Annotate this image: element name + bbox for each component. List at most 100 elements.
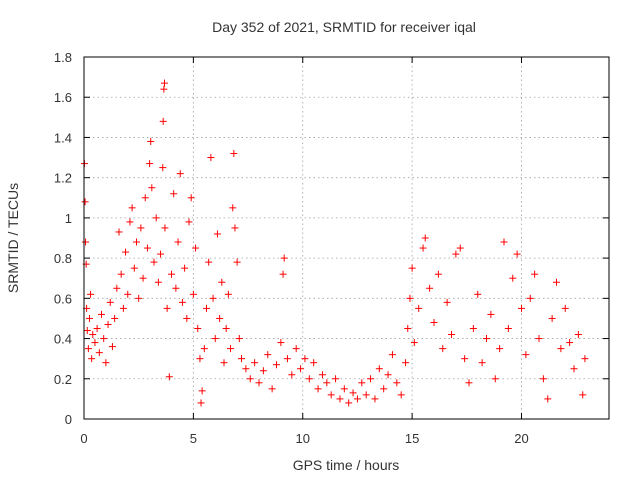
data-point [209, 294, 217, 302]
y-tick-label: 1 [65, 211, 72, 226]
data-point [277, 339, 285, 347]
data-point [124, 290, 132, 298]
x-axis-label: GPS time / hours [293, 457, 400, 473]
data-point [84, 345, 92, 353]
data-point [487, 310, 495, 318]
data-point [483, 335, 490, 343]
data-point [544, 395, 552, 403]
data-point [557, 345, 565, 353]
data-point [518, 304, 525, 312]
y-tick-label: 1.2 [54, 171, 72, 186]
data-point [85, 314, 93, 322]
data-point [288, 371, 296, 379]
y-tick-label: 1.4 [54, 130, 72, 145]
data-point [539, 375, 547, 383]
data-point [349, 389, 357, 397]
data-point [246, 375, 254, 383]
data-point [323, 379, 331, 387]
data-point [340, 385, 348, 393]
data-point [448, 331, 455, 339]
data-point [579, 391, 587, 399]
data-point [513, 250, 521, 258]
data-point [273, 361, 280, 369]
data-point [106, 298, 114, 306]
data-point [100, 335, 108, 343]
y-tick-label: 0.4 [54, 332, 72, 347]
y-tick-label: 0.6 [54, 291, 72, 306]
data-point [150, 258, 158, 266]
data-point [465, 379, 473, 387]
y-tick-label: 0 [65, 412, 72, 427]
data-point [216, 314, 224, 322]
data-point [469, 325, 477, 332]
x-tick-label: 15 [405, 431, 419, 446]
data-point [268, 385, 276, 393]
data-point [187, 194, 195, 202]
data-point [161, 224, 169, 232]
data-point [93, 325, 101, 332]
data-point [203, 304, 210, 312]
data-point [280, 254, 288, 262]
data-point [172, 284, 180, 292]
data-point [301, 355, 309, 363]
data-point [194, 325, 202, 332]
data-point [238, 355, 245, 363]
data-point [452, 250, 460, 258]
data-point [189, 290, 197, 298]
data-point [233, 258, 241, 266]
data-point [146, 160, 154, 168]
y-axis: 0 0.2 0.4 0.6 0.8 1 1.2 1.4 1.6 1.8 [54, 50, 609, 427]
data-point [283, 355, 291, 363]
data-point [509, 274, 517, 282]
data-point [128, 204, 136, 212]
data-point [176, 170, 184, 178]
data-point [305, 375, 313, 383]
data-point [81, 198, 89, 206]
data-point [205, 258, 213, 266]
data-point [419, 244, 427, 252]
data-point [548, 314, 556, 322]
data-point [170, 190, 178, 198]
x-tick-label: 5 [190, 431, 197, 446]
data-point [231, 224, 239, 232]
data-point [230, 150, 238, 158]
data-point [183, 314, 191, 322]
data-point [279, 270, 287, 278]
plot-frame [83, 56, 610, 420]
data-point [178, 298, 186, 306]
data-point [192, 244, 200, 252]
data-point [327, 391, 335, 399]
chart-title: Day 352 of 2021, SRMTID for receiver iqa… [212, 19, 476, 35]
data-point [456, 244, 464, 252]
data-point [255, 379, 263, 387]
data-point [553, 278, 560, 286]
data-point [292, 345, 300, 353]
data-point [102, 359, 110, 367]
data-point [222, 325, 230, 332]
data-point [566, 339, 574, 347]
data-point [108, 343, 116, 351]
data-point [220, 359, 228, 367]
data-point [168, 270, 175, 278]
data-point [353, 395, 361, 403]
data-point [161, 79, 168, 87]
data-point [336, 395, 344, 403]
data-point [393, 379, 401, 387]
data-point [83, 327, 91, 335]
data-point [406, 294, 414, 302]
data-point [362, 391, 370, 399]
data-point [98, 310, 105, 318]
data-point [197, 399, 205, 407]
data-point [160, 85, 168, 93]
data-point [185, 218, 193, 226]
y-tick-label: 0.2 [54, 372, 72, 387]
data-point [345, 399, 353, 407]
data-point [426, 284, 434, 292]
data-point [157, 250, 165, 258]
data-point [117, 270, 125, 278]
data-point [174, 238, 182, 246]
data-point [207, 154, 215, 162]
data-point [430, 318, 438, 326]
data-point [87, 290, 95, 298]
